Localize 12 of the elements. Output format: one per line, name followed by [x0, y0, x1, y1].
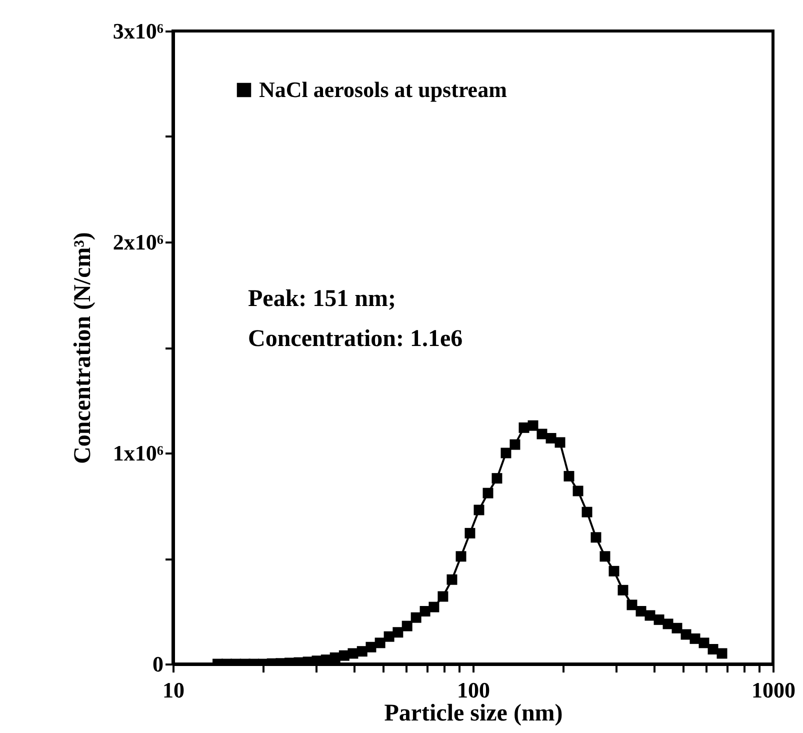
annotation: Peak: 151 nm;: [248, 286, 396, 312]
x-tick-label: 1000: [752, 678, 796, 702]
annotation: Concentration: 1.1e6: [248, 326, 463, 352]
y-tick-label: 1x10⁶: [112, 440, 164, 466]
legend-label: NaCl aerosols at upstream: [259, 77, 507, 102]
y-tick-label: 3x10⁶: [112, 18, 164, 44]
y-tick-label: 2x10⁶: [112, 230, 164, 254]
y-tick-label: 0: [152, 652, 164, 676]
x-tick-label: 10: [162, 678, 184, 702]
y-axis-title: Concentration (N/cm³): [70, 232, 96, 464]
x-tick-label: 100: [457, 678, 490, 702]
x-axis-title: Particle size (nm): [384, 700, 563, 726]
